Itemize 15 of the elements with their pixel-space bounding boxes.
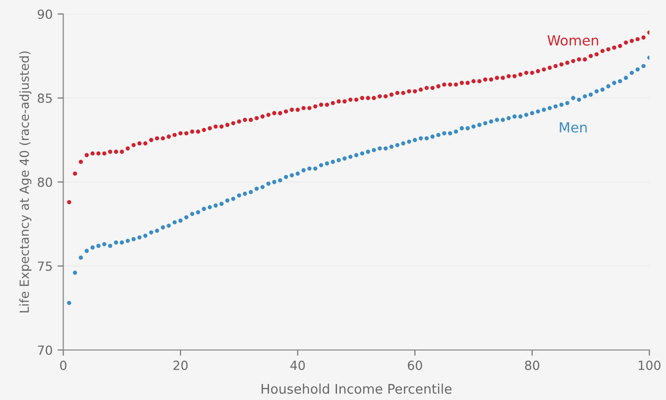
y-tick-label: 80 — [38, 177, 52, 187]
x-axis-title: Household Income Percentile — [262, 384, 452, 394]
series-label: Men — [560, 122, 587, 133]
x-tick-label: 0 — [60, 360, 66, 370]
y-tick-label: 70 — [38, 345, 52, 355]
x-tick-label: 80 — [525, 360, 540, 370]
series-label: Women — [547, 35, 598, 46]
y-tick-label: 90 — [38, 9, 52, 19]
x-tick-label: 40 — [290, 360, 305, 370]
x-tick-label: 20 — [173, 360, 188, 370]
y-axis-title: Life Expectancy at Age 40 (race-adjusted) — [19, 51, 32, 312]
x-tick-label: 60 — [408, 360, 422, 370]
x-tick-label: 100 — [638, 360, 660, 370]
y-tick-label: 85 — [38, 93, 52, 103]
y-tick-label: 75 — [38, 262, 52, 271]
